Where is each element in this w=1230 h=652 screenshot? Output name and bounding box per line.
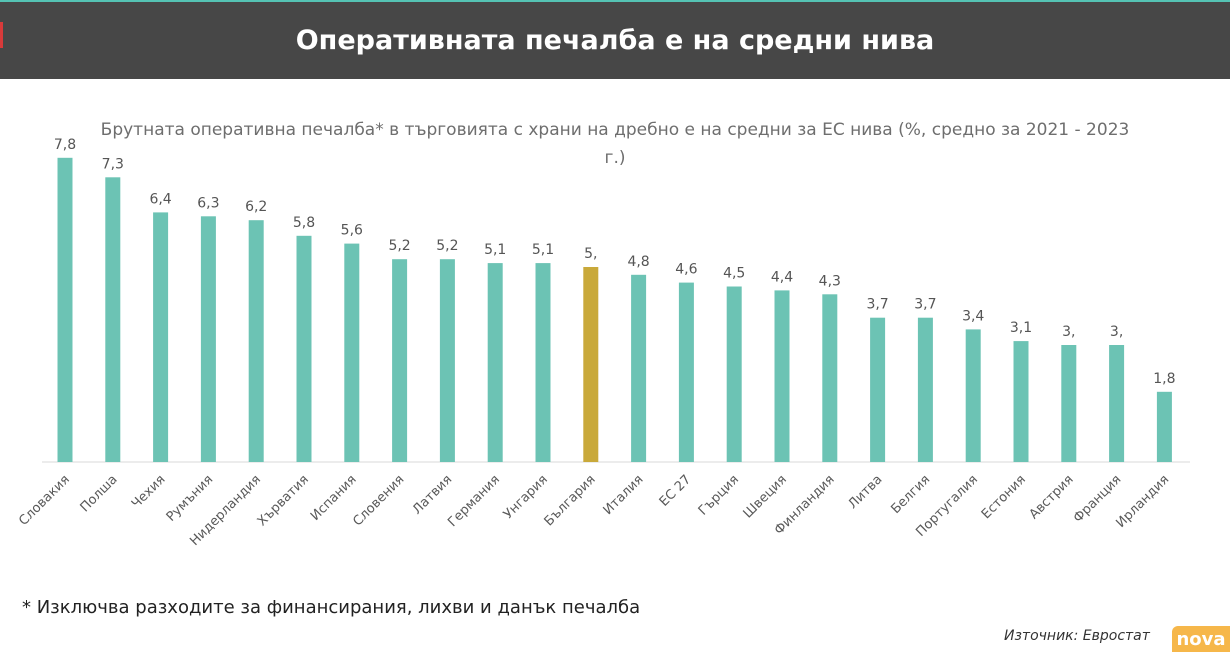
- data-label: 3,1: [1010, 320, 1032, 336]
- data-label: 1,8: [1153, 371, 1175, 387]
- bar: [631, 274, 647, 462]
- data-label: 5,2: [388, 238, 410, 254]
- bar: [57, 157, 73, 463]
- bar: [870, 317, 886, 462]
- x-tick-label: Унгария: [501, 472, 551, 522]
- bar: [917, 317, 933, 462]
- data-label: 6,2: [245, 199, 267, 215]
- bar: [1013, 341, 1029, 462]
- x-tick-label: ЕС 27: [657, 472, 694, 509]
- top-border-line: [0, 0, 1230, 2]
- bar: [1156, 391, 1172, 462]
- bar: [296, 235, 312, 462]
- bar: [344, 243, 360, 462]
- data-label: 7,3: [102, 156, 124, 172]
- bar: [583, 267, 599, 462]
- data-label: 4,3: [819, 273, 841, 289]
- bar: [535, 263, 551, 462]
- bar: [1061, 345, 1077, 462]
- x-tick-label: Литва: [846, 472, 886, 512]
- red-edge-mark: [0, 22, 3, 48]
- bar: [822, 294, 838, 462]
- bar: [392, 259, 408, 462]
- bar: [965, 329, 981, 462]
- data-label: 5,: [584, 246, 597, 262]
- chart-title: Брутната оперативна печалба* в търговият…: [100, 120, 1130, 168]
- page-title: Оперативната печалба е на средни нива: [295, 25, 935, 56]
- bar: [439, 259, 455, 462]
- data-label: 5,8: [293, 215, 315, 231]
- logo-text: nova: [1176, 628, 1226, 650]
- data-label: 4,5: [723, 266, 745, 282]
- bar: [1109, 345, 1125, 462]
- data-label: 5,2: [436, 238, 458, 254]
- header-bar: Оперативната печалба е на средни нива: [0, 2, 1230, 79]
- x-tick-label: Словения: [350, 472, 407, 529]
- x-tick-label: Гърция: [696, 472, 742, 518]
- data-label: 3,: [1110, 324, 1123, 340]
- footnote: * Изключва разходите за финансирания, ли…: [22, 597, 641, 618]
- x-tick-label: Германия: [445, 472, 503, 530]
- data-label: 3,4: [962, 308, 984, 324]
- bar: [200, 216, 216, 462]
- data-label: 3,7: [914, 297, 936, 313]
- bar: [153, 212, 169, 462]
- x-tick-label: Австрия: [1027, 472, 1077, 522]
- x-tick-label: Полша: [78, 472, 121, 515]
- data-label: 5,1: [532, 242, 554, 258]
- x-tick-label: България: [542, 472, 599, 529]
- x-tick-label: Швеция: [741, 472, 790, 521]
- x-tick-label: Италия: [601, 472, 647, 518]
- x-tick-label: Естония: [979, 472, 1029, 522]
- bar-chart: 7,8Словакия7,3Полша6,4Чехия6,3Румъния6,2…: [16, 137, 1190, 549]
- data-label: 4,6: [675, 262, 697, 278]
- data-label: 3,7: [866, 297, 888, 313]
- bar: [248, 220, 264, 462]
- x-tick-label: Словакия: [16, 472, 73, 529]
- data-label: 5,1: [484, 242, 506, 258]
- data-label: 5,6: [341, 223, 363, 239]
- x-tick-label: Белгия: [888, 472, 933, 517]
- bar: [774, 290, 790, 462]
- bar: [487, 263, 503, 462]
- source-label: Източник: Евростат: [1004, 628, 1150, 644]
- bar: [678, 282, 694, 462]
- nova-logo: nova: [1172, 626, 1230, 652]
- x-tick-label: Хърватия: [255, 472, 312, 529]
- bar: [105, 177, 121, 463]
- data-label: 6,3: [197, 195, 219, 211]
- data-label: 3,: [1062, 324, 1075, 340]
- bar: [726, 286, 742, 462]
- data-label: 4,4: [771, 269, 793, 285]
- x-tick-label: Латвия: [410, 472, 455, 517]
- data-label: 4,8: [627, 254, 649, 270]
- data-label: 7,8: [54, 137, 76, 153]
- x-tick-label: Чехия: [129, 472, 169, 512]
- data-label: 6,4: [149, 191, 171, 207]
